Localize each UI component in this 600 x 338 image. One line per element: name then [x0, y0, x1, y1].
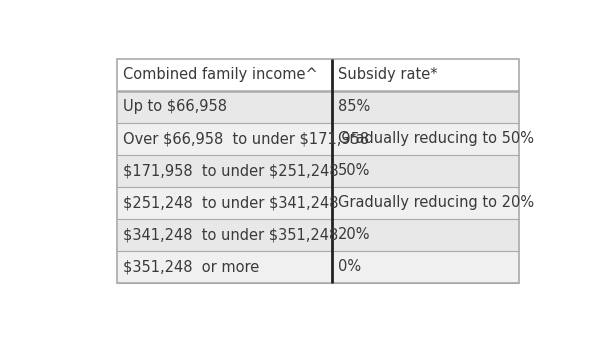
Bar — [117, 251, 519, 283]
Bar — [117, 187, 519, 219]
Text: 85%: 85% — [338, 99, 370, 114]
Bar — [117, 59, 519, 91]
Bar — [117, 155, 519, 187]
Bar — [117, 219, 519, 251]
Text: 50%: 50% — [338, 163, 370, 178]
Text: 20%: 20% — [338, 227, 371, 242]
Text: $171,958  to under $251,248: $171,958 to under $251,248 — [123, 163, 338, 178]
Text: 0%: 0% — [338, 259, 361, 274]
Text: Subsidy rate*: Subsidy rate* — [338, 67, 438, 82]
Text: $341,248  to under $351,248: $341,248 to under $351,248 — [123, 227, 338, 242]
Text: Over $66,958  to under $171,958: Over $66,958 to under $171,958 — [123, 131, 369, 146]
Text: Gradually reducing to 20%: Gradually reducing to 20% — [338, 195, 534, 210]
Text: Combined family income^: Combined family income^ — [123, 67, 317, 82]
Text: $251,248  to under $341,248: $251,248 to under $341,248 — [123, 195, 338, 210]
Bar — [117, 123, 519, 155]
Text: Up to $66,958: Up to $66,958 — [123, 99, 227, 114]
Text: $351,248  or more: $351,248 or more — [123, 259, 259, 274]
Bar — [117, 91, 519, 123]
Text: Gradually reducing to 50%: Gradually reducing to 50% — [338, 131, 534, 146]
Bar — [117, 59, 519, 283]
